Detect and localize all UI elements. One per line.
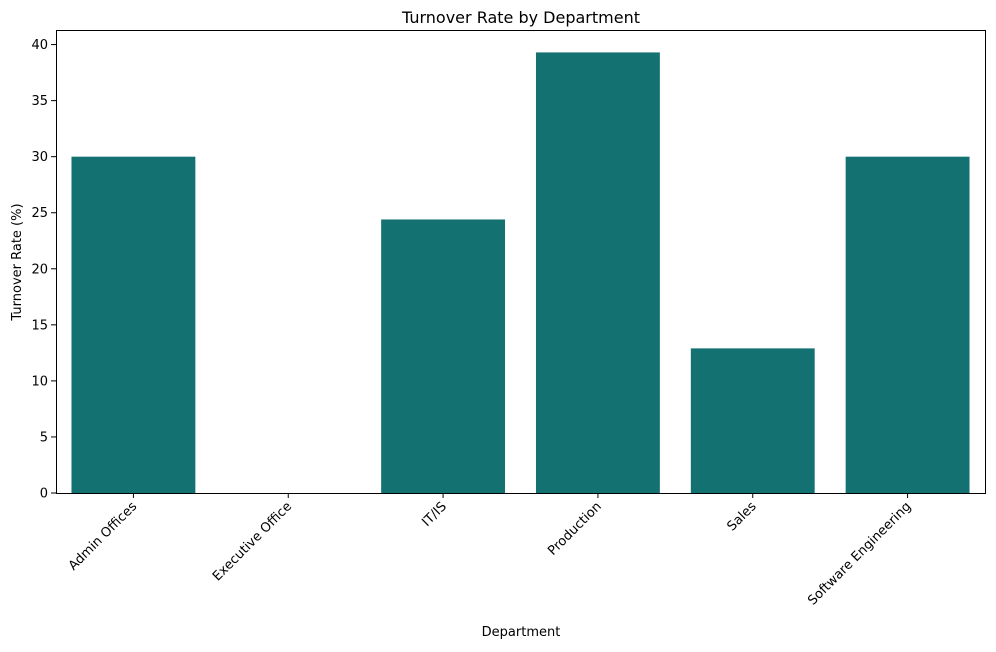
x-tick-label-sales: Sales	[724, 499, 759, 534]
y-tick-label: 40	[31, 38, 48, 53]
bar-software-engineering	[845, 156, 970, 493]
x-tick-label-production: Production	[545, 499, 605, 559]
bar-production	[535, 52, 660, 494]
y-axis-label: Turnover Rate (%)	[10, 203, 25, 321]
x-tick-label-it-is: IT/IS	[419, 499, 450, 530]
bars	[71, 52, 970, 494]
bar-admin-offices	[71, 156, 196, 493]
plot-area	[56, 30, 986, 494]
y-tick-label: 10	[31, 374, 48, 389]
bar-sales	[690, 348, 815, 493]
x-tick-label-admin-offices: Admin Offices	[66, 499, 141, 574]
plot-frame	[56, 30, 986, 494]
chart-title: Turnover Rate by Department	[401, 8, 640, 27]
y-tick-label: 0	[40, 487, 48, 502]
y-tick-label: 30	[31, 150, 48, 165]
bar-it-is	[381, 219, 506, 493]
y-tick-label: 35	[31, 94, 48, 109]
y-tick-label: 5	[40, 430, 48, 445]
x-tick-label-executive-office: Executive Office	[210, 499, 295, 584]
x-axis-label: Department	[482, 625, 561, 640]
y-tick-label: 25	[31, 206, 48, 221]
y-tick-label: 20	[31, 262, 48, 277]
x-axis: Admin Offices Executive Office IT/IS Produc…	[66, 493, 914, 608]
x-tick-label-software-engineering: Software Engineering	[805, 499, 914, 608]
y-axis: 0 5 10 15 20 25 30 35 40	[31, 38, 56, 502]
y-tick-label: 15	[31, 318, 48, 333]
